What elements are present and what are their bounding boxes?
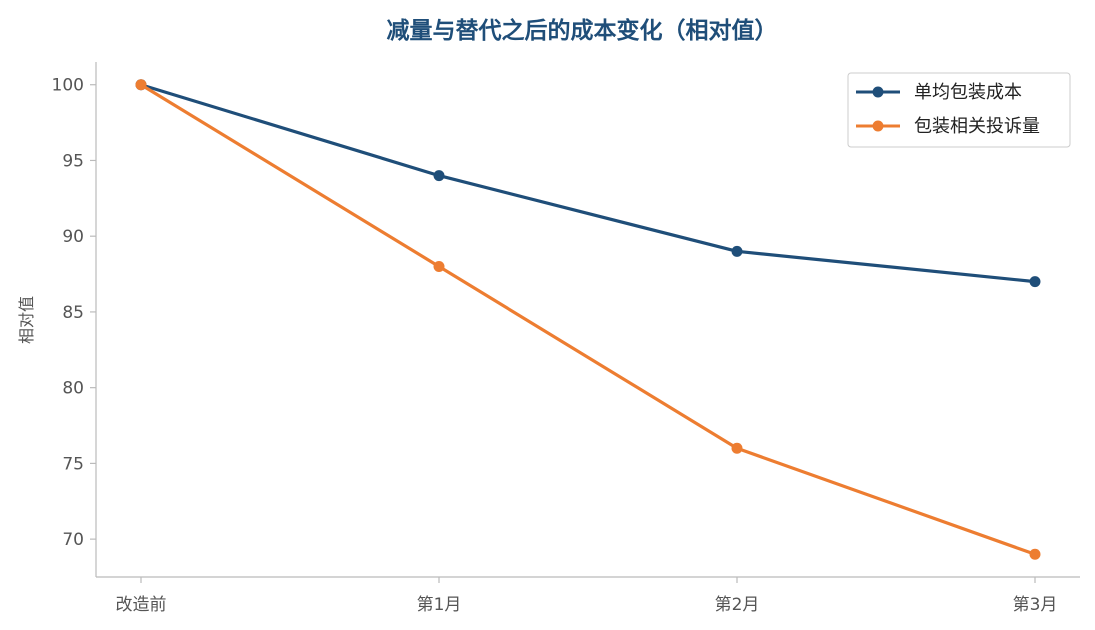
y-tick-label: 90 [62,227,84,247]
x-tick-label: 第1月 [417,595,462,615]
legend-marker-1 [872,120,884,132]
series-1-point [433,260,445,272]
y-tick-label: 75 [62,454,84,474]
y-axis-title: 相对值 [17,296,36,344]
legend-label-1: 包装相关投诉量 [914,116,1040,137]
series-0-point [731,245,743,257]
y-tick-label: 95 [62,151,84,171]
series-1-point [731,442,743,454]
legend-label-0: 单均包装成本 [914,82,1022,103]
x-tick-label: 第3月 [1013,595,1058,615]
x-tick-label: 改造前 [116,595,167,615]
y-tick-label: 85 [62,303,84,323]
series-0-point [433,170,445,182]
y-axis-ticks: 70 75 80 85 90 95 100 [52,76,96,550]
series-0-point [1029,276,1041,288]
y-tick-label: 80 [62,379,84,399]
x-tick-label: 第2月 [715,595,760,615]
chart-title: 减量与替代之后的成本变化（相对值） [387,17,778,44]
series-line-0 [139,83,1037,284]
y-tick-label: 100 [52,76,84,96]
legend: 单均包装成本 包装相关投诉量 [847,72,1071,148]
legend-marker-0 [872,86,884,98]
legend-item-1: 包装相关投诉量 [856,116,1040,137]
legend-box [847,72,1071,148]
legend-item-0: 单均包装成本 [856,82,1022,103]
series-layer [135,79,1041,560]
y-tick-label: 70 [62,530,84,550]
series-1-point [1029,548,1041,560]
x-axis-ticks: 改造前 第1月 第2月 第3月 [116,577,1058,615]
series-line-1 [139,83,1037,556]
series-1-point [135,79,147,91]
